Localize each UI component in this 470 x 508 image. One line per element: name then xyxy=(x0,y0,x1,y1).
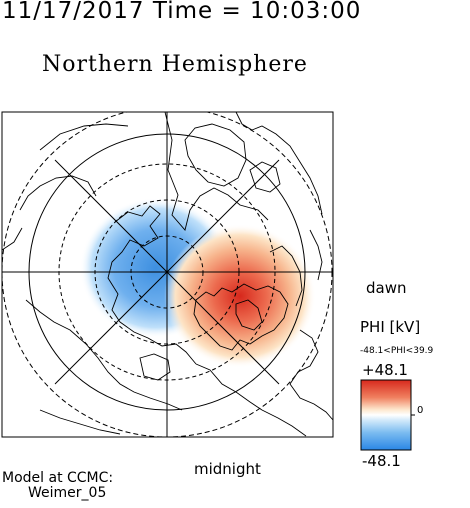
datetime-header: 11/17/2017 Time = 10:03:00 xyxy=(2,0,362,24)
colorbar-max-label: +48.1 xyxy=(362,361,408,379)
colorbar-zero-label: 0 xyxy=(417,405,424,416)
model-credit-line1: Model at CCMC: xyxy=(2,470,114,486)
model-credit-line2: Weimer_05 xyxy=(28,485,107,501)
meridian-lines xyxy=(2,112,333,437)
midnight-label: midnight xyxy=(194,460,261,478)
dawn-label: dawn xyxy=(366,279,407,297)
colorbar-min-label: -48.1 xyxy=(362,452,401,470)
colorbar-title: PHI [kV] xyxy=(360,318,421,336)
colorbar-range-text: -48.1<PHI<39.9 xyxy=(360,346,434,356)
positive-potential-cell xyxy=(164,224,316,368)
colorbar xyxy=(360,379,412,451)
coastlines xyxy=(2,112,333,437)
hemisphere-title: Northern Hemisphere xyxy=(42,52,308,77)
